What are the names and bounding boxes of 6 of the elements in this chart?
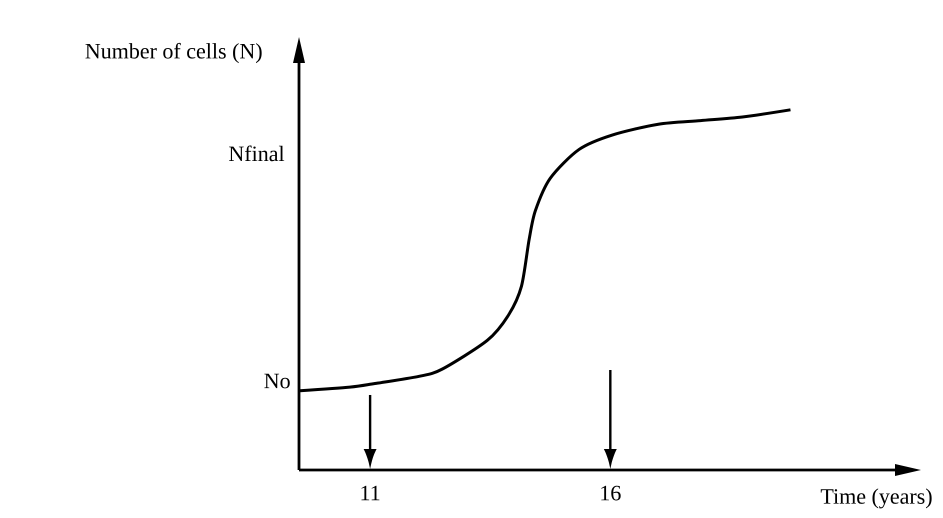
y-axis-title: Number of cells (N) [85,42,262,64]
x-tick-label: 16 [601,486,621,501]
x-tick-label: 11 [361,486,380,500]
annotation: No [264,374,290,388]
x-axis-title: Time (years) [820,488,932,508]
text: Nfinal [229,146,284,162]
